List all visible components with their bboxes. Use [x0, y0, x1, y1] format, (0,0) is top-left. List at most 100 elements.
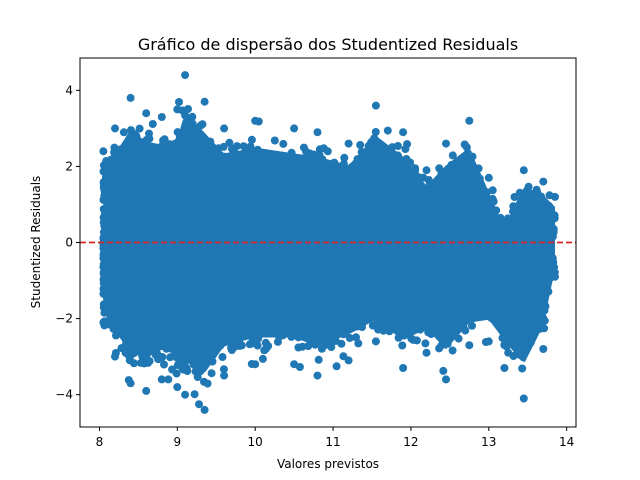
data-point — [496, 287, 505, 296]
data-point — [122, 337, 131, 346]
data-point — [150, 257, 159, 265]
data-point — [139, 326, 148, 335]
data-point — [140, 290, 149, 299]
data-point — [246, 311, 254, 320]
data-point — [313, 153, 322, 162]
data-point — [297, 272, 306, 281]
data-point — [344, 356, 353, 365]
data-point — [323, 339, 332, 348]
data-point — [463, 173, 472, 182]
data-point — [163, 297, 172, 306]
data-point — [215, 220, 224, 229]
data-point — [435, 257, 444, 266]
data-point — [281, 248, 290, 257]
data-point — [337, 339, 346, 348]
data-point — [378, 254, 387, 263]
data-point — [517, 258, 526, 267]
data-point — [271, 304, 280, 313]
data-point — [117, 169, 126, 178]
data-point — [238, 215, 247, 224]
data-point — [213, 182, 222, 191]
data-point — [184, 123, 193, 132]
data-point — [510, 193, 519, 201]
data-point — [238, 189, 247, 198]
data-point — [273, 337, 282, 346]
data-point — [116, 292, 125, 300]
data-point — [453, 213, 462, 222]
data-point — [497, 295, 506, 304]
data-point — [109, 163, 118, 172]
data-point — [148, 280, 157, 289]
data-point — [207, 369, 216, 378]
data-point — [227, 233, 236, 242]
data-point — [218, 353, 227, 361]
data-point — [425, 286, 434, 295]
data-point — [170, 304, 178, 313]
data-point — [105, 219, 114, 228]
data-point — [200, 405, 209, 414]
data-point — [246, 242, 255, 251]
data-point — [190, 390, 199, 399]
y-tick-label: 4 — [65, 83, 73, 97]
data-point — [316, 269, 325, 278]
data-point — [325, 318, 334, 327]
data-point — [212, 246, 221, 255]
data-point — [250, 322, 259, 331]
data-point — [512, 340, 521, 349]
data-point — [441, 301, 450, 309]
data-point — [134, 141, 143, 150]
data-point — [258, 354, 267, 363]
data-point — [509, 316, 518, 325]
data-point — [266, 286, 275, 294]
data-point — [141, 314, 150, 323]
data-point — [304, 223, 312, 232]
data-point — [217, 304, 226, 313]
data-point — [290, 124, 299, 133]
data-point — [490, 292, 499, 301]
data-point — [395, 203, 404, 212]
data-point — [468, 208, 477, 217]
data-point — [397, 230, 406, 239]
data-point — [99, 318, 108, 327]
data-point — [290, 196, 299, 205]
data-point — [184, 137, 193, 146]
data-point — [109, 233, 118, 242]
data-point — [133, 252, 142, 260]
data-point — [439, 284, 448, 293]
data-point — [315, 178, 324, 187]
data-point — [311, 193, 320, 202]
data-point — [279, 212, 287, 221]
data-point — [426, 325, 435, 334]
data-point — [150, 172, 159, 181]
data-point — [357, 177, 366, 186]
data-point — [454, 296, 463, 305]
data-point — [529, 210, 538, 219]
data-point — [143, 340, 152, 349]
data-point — [170, 275, 179, 284]
data-point — [160, 360, 168, 369]
data-point — [175, 356, 184, 365]
data-point — [229, 146, 238, 155]
data-point — [127, 188, 136, 197]
data-point — [133, 345, 142, 354]
data-point — [152, 199, 161, 207]
data-point — [518, 199, 527, 208]
data-point — [409, 310, 417, 319]
data-point — [406, 242, 415, 251]
data-point — [306, 259, 314, 268]
data-point — [401, 262, 409, 271]
data-point — [333, 324, 342, 333]
data-point — [174, 222, 183, 231]
data-point — [201, 328, 210, 337]
x-tick-label: 14 — [559, 435, 574, 449]
data-point — [173, 105, 182, 114]
data-point — [255, 315, 264, 324]
x-axis-ticks: 8 9 10 11 12 13 14 — [96, 427, 574, 449]
data-point — [460, 254, 469, 263]
data-point — [379, 326, 388, 335]
data-point — [357, 148, 366, 157]
data-point — [237, 296, 246, 305]
data-point — [188, 112, 197, 121]
data-point — [302, 278, 311, 287]
data-point — [428, 315, 436, 324]
